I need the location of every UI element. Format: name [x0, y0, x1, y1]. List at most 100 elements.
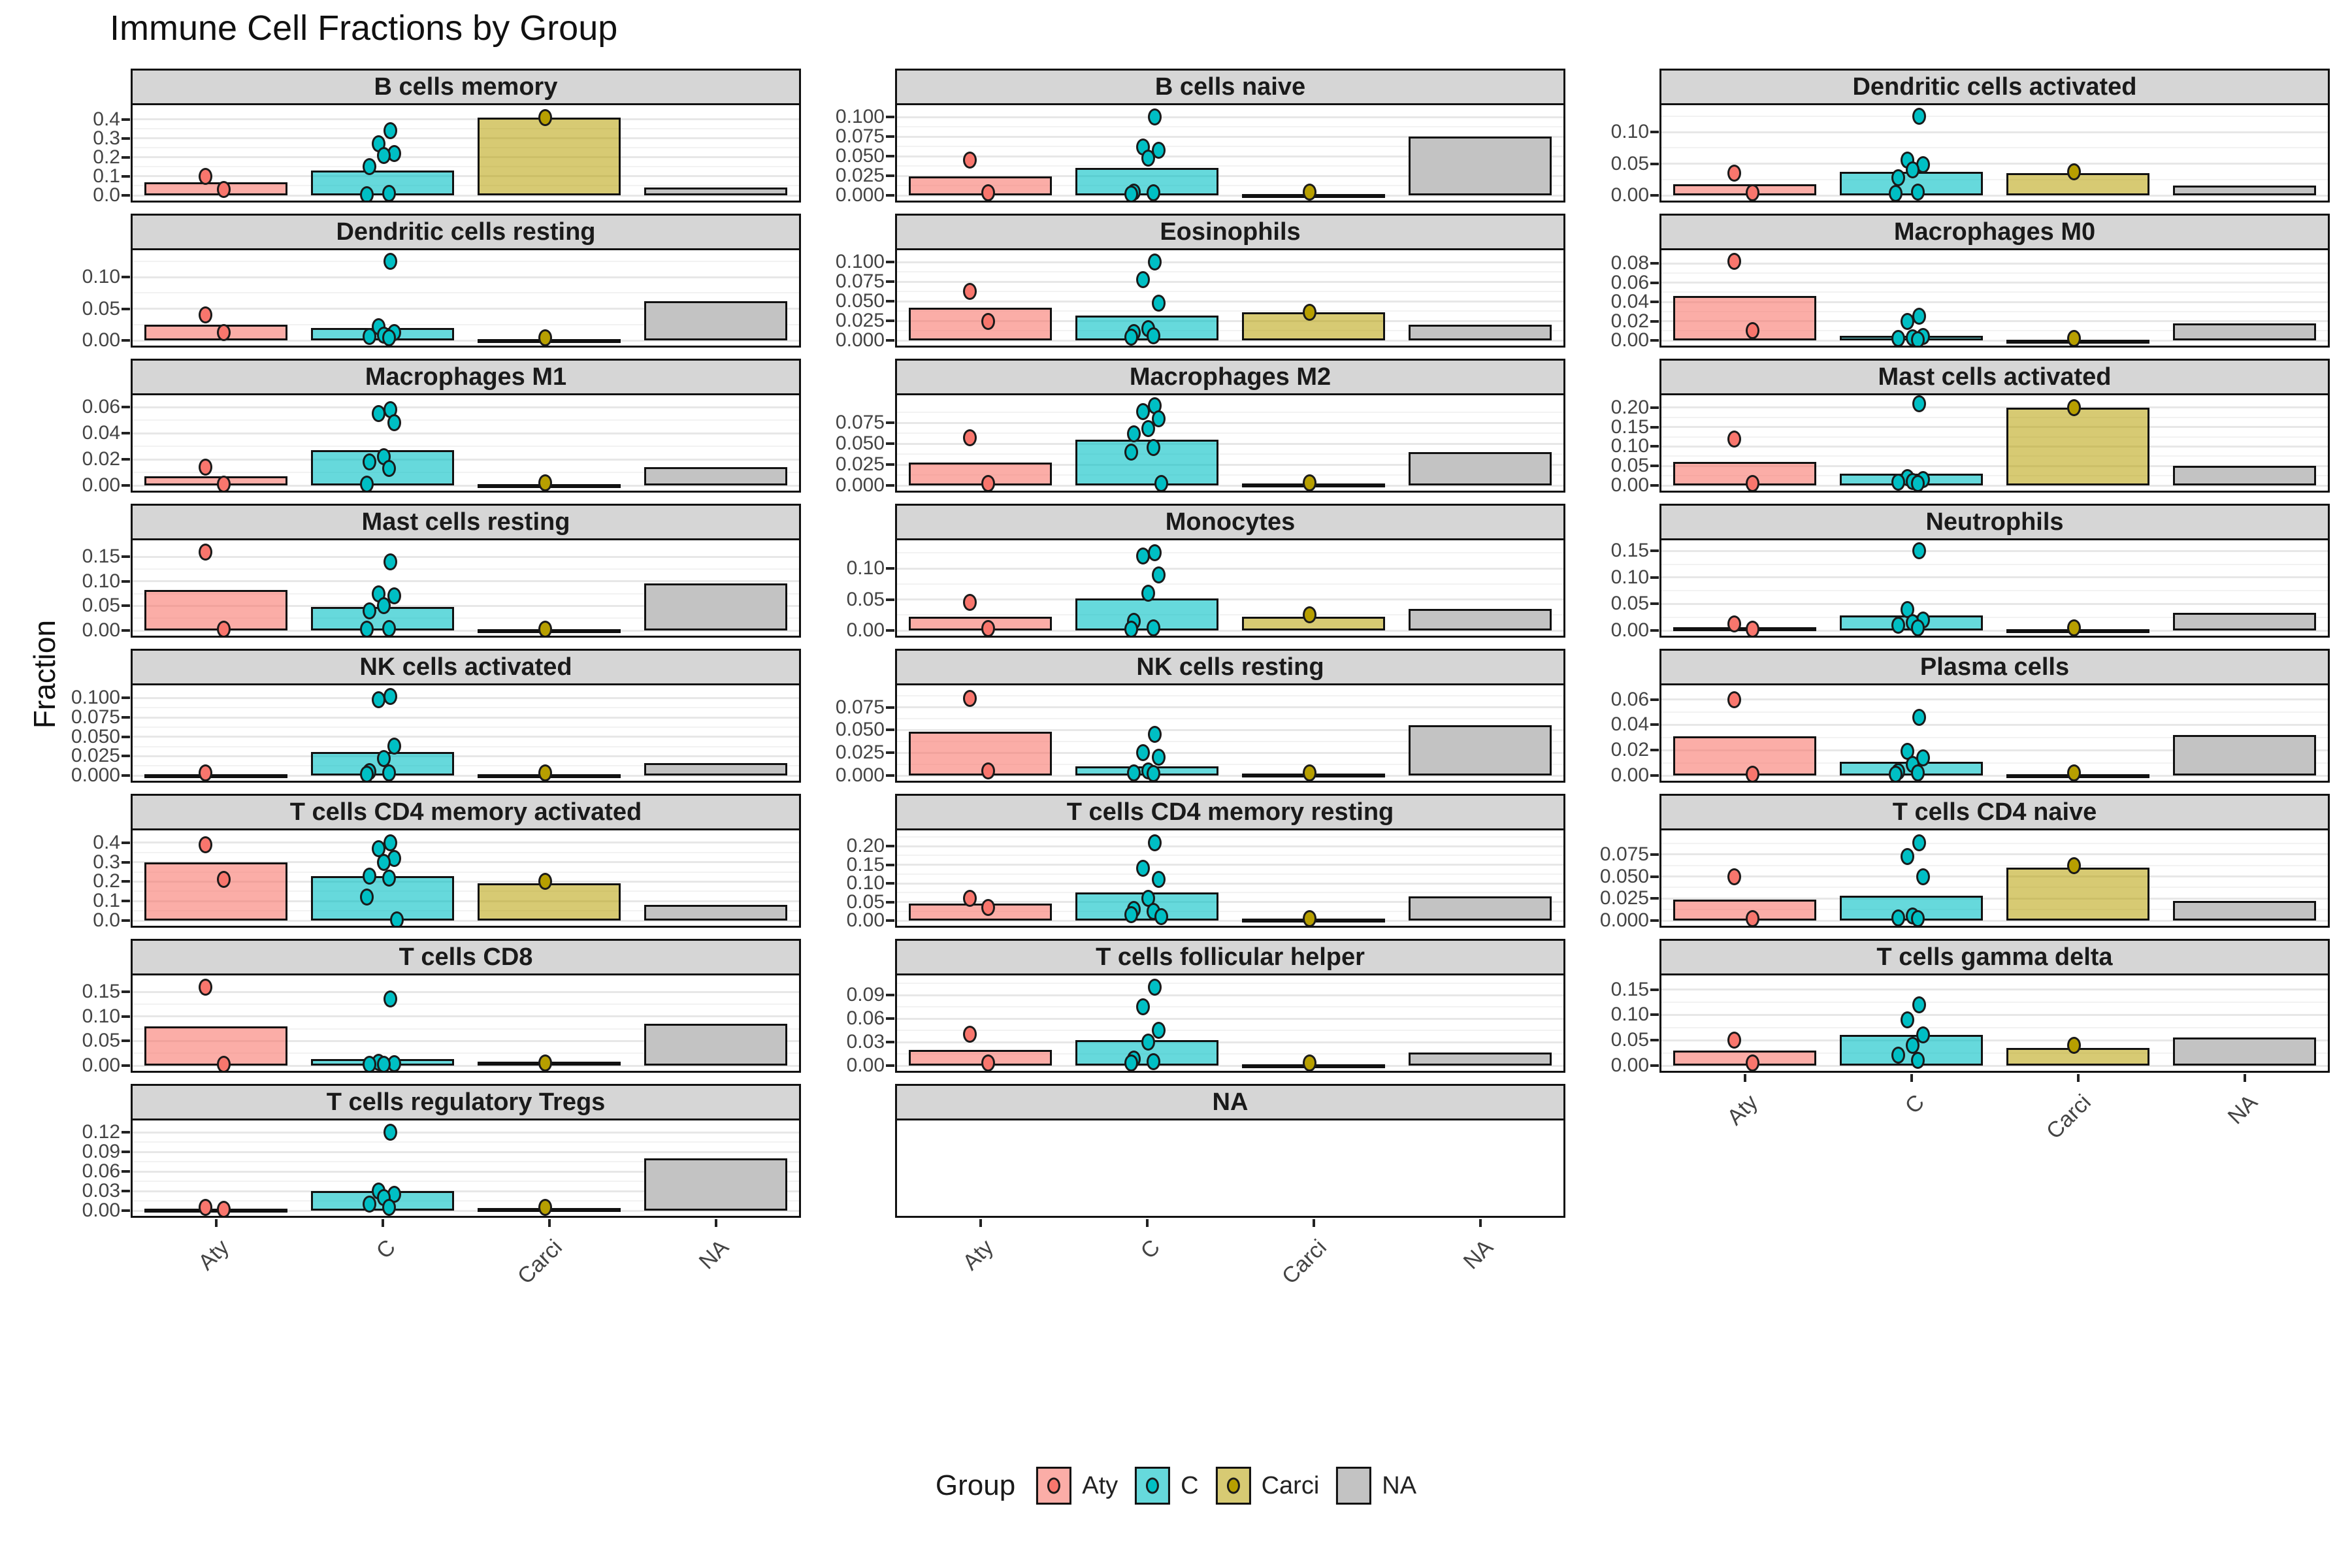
gridline-major [133, 774, 799, 777]
gridline-major [897, 135, 1563, 138]
bar-carci [477, 117, 621, 195]
gridline-major [133, 861, 799, 864]
data-point-c [1152, 410, 1166, 427]
legend: Group Aty C Carci NA [936, 1467, 1416, 1505]
y-tick-mark [1650, 897, 1659, 900]
y-tick-mark [886, 994, 894, 997]
y-tick-mark [122, 118, 130, 121]
gridline-minor [1661, 616, 2328, 618]
gridline-major [133, 1151, 799, 1153]
data-point-c [382, 329, 396, 346]
data-point-aty [217, 1201, 231, 1216]
facet-panel [895, 248, 1565, 348]
gridline-major [1661, 875, 2328, 878]
facet-panel [1659, 393, 2330, 493]
y-tick-label: 0.075 [835, 125, 885, 148]
y-tick-label: 0.0 [93, 184, 120, 206]
data-point-c [1152, 1022, 1166, 1039]
gridline-major [897, 901, 1563, 904]
x-tick-mark [1478, 1219, 1482, 1227]
y-tick-mark [886, 135, 894, 139]
y-tick-label: 0.15 [1610, 978, 1649, 1000]
y-tick-label: 0.05 [1610, 593, 1649, 615]
data-point-c [1911, 475, 1925, 491]
y-tick-mark [1650, 629, 1659, 632]
y-tick-label: 0.100 [835, 106, 885, 128]
facet-panel [131, 828, 801, 928]
data-point-aty [217, 1056, 231, 1071]
y-tick-mark [122, 137, 130, 140]
y-tick-label: 0.00 [82, 1200, 120, 1221]
x-tick-mark [2076, 1074, 2080, 1082]
y-tick-mark [122, 155, 130, 159]
gridline-minor [1661, 115, 2328, 117]
y-tick-mark [122, 1064, 130, 1067]
data-point-aty [1746, 910, 1759, 926]
y-tick-mark [886, 919, 894, 922]
bar-na [2172, 186, 2317, 195]
gridline-major [897, 319, 1563, 322]
data-point-c [1901, 1011, 1914, 1029]
gridline-major [897, 598, 1563, 601]
y-tick-label: 0.050 [1599, 865, 1649, 887]
facet-strip: Macrophages M2 [895, 359, 1565, 395]
gridline-major [133, 1064, 799, 1067]
data-point-c [1906, 1036, 1919, 1054]
data-point-carci [538, 474, 552, 491]
data-point-c [1124, 621, 1138, 636]
y-tick-mark [886, 484, 894, 487]
data-point-c [360, 621, 374, 636]
y-tick-label: 0.02 [1610, 739, 1649, 761]
gridline-minor [897, 583, 1563, 585]
facet-t-cells-cd4-naive: T cells CD4 naive 0.000 0.025 0.050 0.075 [1575, 794, 2339, 939]
facet-panel [131, 1119, 801, 1218]
y-tick-label: 0.10 [82, 266, 120, 288]
gridline-minor [897, 271, 1563, 273]
gridline-minor [133, 1003, 799, 1005]
gridline-minor [897, 910, 1563, 912]
gridline-major [133, 458, 799, 461]
y-tick-label: 0.050 [71, 725, 120, 747]
x-tick-label: NA [1458, 1235, 1498, 1275]
data-point-aty [1746, 475, 1759, 491]
bar-aty [1673, 899, 1817, 921]
y-tick-label: 0.00 [1610, 1054, 1649, 1076]
data-point-c [1148, 834, 1162, 851]
gridline-major [1661, 445, 2328, 448]
data-point-c [1891, 474, 1905, 491]
bar-aty [144, 589, 288, 630]
x-tick-mark [979, 1219, 982, 1227]
bar-aty [1673, 462, 1817, 485]
facet-strip: Mast cells activated [1659, 359, 2330, 395]
data-point-c [1911, 619, 1925, 636]
y-tick-mark [1650, 774, 1659, 777]
y-tick-mark [886, 845, 894, 848]
y-tick-mark [122, 484, 130, 487]
y-tick-label: 0.04 [1610, 713, 1649, 736]
data-point-c [1136, 744, 1150, 762]
y-tick-label: 0.000 [835, 764, 885, 786]
y-tick-mark [886, 339, 894, 342]
facet-dendritic-cells-activated: Dendritic cells activated 0.00 0.05 0.10 [1575, 69, 2339, 214]
gridline-major [897, 280, 1563, 283]
y-tick-mark [886, 900, 894, 904]
y-tick-mark [1650, 1064, 1659, 1067]
y-tick-label: 0.3 [93, 851, 120, 873]
data-point-c [1141, 419, 1155, 437]
gridline-major [133, 716, 799, 719]
x-tick-label: Carci [512, 1235, 567, 1289]
x-tick-mark [714, 1219, 717, 1227]
gridline-major [1661, 602, 2328, 605]
y-tick-label: 0.02 [1610, 310, 1649, 332]
data-point-aty [1727, 1032, 1741, 1049]
y-tick-mark [886, 728, 894, 732]
data-point-c [1911, 331, 1925, 346]
y-tick-label: 0.075 [835, 696, 885, 718]
gridline-minor [133, 1200, 799, 1201]
gridline-major [1661, 549, 2328, 552]
gridline-minor [133, 1181, 799, 1182]
gridline-major [1661, 897, 2328, 900]
data-point-aty [1746, 620, 1759, 636]
y-tick-label: 0.050 [835, 290, 885, 312]
